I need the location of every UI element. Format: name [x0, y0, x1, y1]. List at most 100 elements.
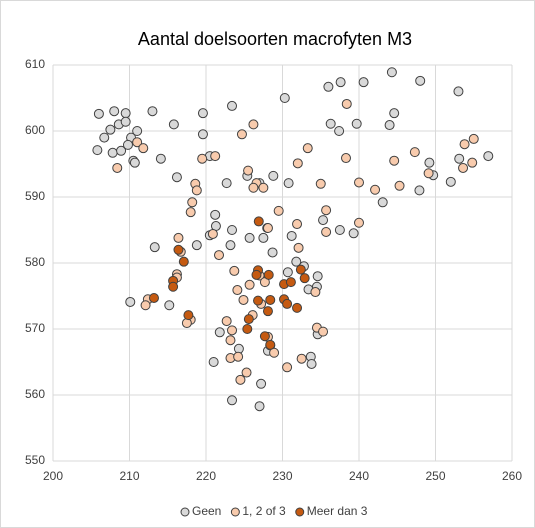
- y-tick-label: 610: [25, 57, 45, 71]
- point: [394, 180, 405, 191]
- point: [268, 170, 279, 181]
- point: [164, 300, 175, 311]
- point: [282, 267, 293, 278]
- point: [243, 165, 254, 176]
- point: [236, 129, 247, 140]
- point: [107, 147, 118, 158]
- point: [299, 273, 310, 284]
- point: [302, 143, 313, 154]
- point: [207, 228, 218, 239]
- point: [340, 153, 351, 164]
- point: [244, 232, 255, 243]
- point: [351, 118, 362, 129]
- point: [225, 240, 236, 251]
- point: [129, 157, 140, 168]
- point: [253, 295, 264, 306]
- point: [453, 86, 464, 97]
- point: [310, 287, 321, 298]
- point: [229, 265, 240, 276]
- point: [122, 139, 133, 150]
- point: [467, 157, 478, 168]
- point: [306, 358, 317, 369]
- point: [187, 197, 198, 208]
- point: [235, 374, 246, 385]
- point: [293, 242, 304, 253]
- point: [248, 182, 259, 193]
- point: [445, 176, 456, 187]
- point: [341, 98, 352, 109]
- point: [244, 279, 255, 290]
- point: [99, 132, 110, 143]
- point: [258, 232, 269, 243]
- point: [214, 327, 225, 338]
- point: [238, 294, 249, 305]
- point: [214, 250, 225, 261]
- point: [269, 347, 280, 358]
- point: [263, 269, 274, 280]
- point: [279, 93, 290, 103]
- point: [334, 126, 345, 136]
- point: [267, 247, 278, 258]
- y-tick-label: 600: [25, 123, 45, 137]
- point: [183, 310, 194, 321]
- point: [318, 326, 329, 337]
- point: [321, 226, 332, 237]
- point: [191, 185, 202, 196]
- point: [168, 281, 179, 292]
- point: [197, 153, 208, 164]
- point: [265, 294, 276, 305]
- point: [185, 207, 196, 218]
- point: [321, 205, 332, 216]
- point: [254, 401, 265, 412]
- point: [191, 240, 202, 251]
- point: [227, 100, 238, 111]
- point: [318, 215, 329, 226]
- point: [384, 120, 395, 131]
- legend-marker: [180, 507, 190, 517]
- point: [483, 151, 494, 162]
- point: [370, 184, 381, 195]
- point: [292, 158, 303, 169]
- point: [242, 324, 253, 334]
- point: [262, 223, 273, 234]
- y-tick-label: 560: [25, 387, 45, 401]
- point: [173, 244, 184, 255]
- point: [315, 178, 326, 189]
- point: [197, 129, 208, 140]
- point: [292, 302, 303, 313]
- x-tick-label: 200: [43, 469, 63, 483]
- point: [295, 264, 306, 275]
- point: [148, 292, 159, 303]
- point: [335, 77, 346, 88]
- point: [155, 153, 166, 164]
- point: [414, 185, 425, 196]
- point: [283, 178, 294, 189]
- point: [120, 116, 131, 127]
- x-tick-label: 240: [349, 469, 369, 483]
- y-tick-label: 580: [25, 255, 45, 269]
- point: [140, 300, 151, 311]
- point: [221, 316, 232, 327]
- point: [227, 395, 238, 406]
- point: [291, 256, 302, 267]
- point: [282, 362, 293, 373]
- legend-label: Meer dan 3: [307, 504, 368, 518]
- point: [208, 357, 219, 367]
- point: [389, 108, 400, 119]
- point: [243, 314, 254, 325]
- legend-label: Geen: [192, 504, 221, 518]
- point: [241, 367, 252, 378]
- y-tick-label: 570: [25, 321, 45, 335]
- point: [248, 119, 259, 130]
- point: [93, 108, 104, 119]
- point: [138, 143, 149, 154]
- point: [105, 124, 116, 135]
- point: [210, 209, 221, 220]
- point: [285, 277, 296, 288]
- point: [227, 325, 238, 336]
- point: [334, 225, 345, 235]
- point: [225, 335, 236, 346]
- point: [173, 232, 184, 243]
- point: [325, 118, 336, 129]
